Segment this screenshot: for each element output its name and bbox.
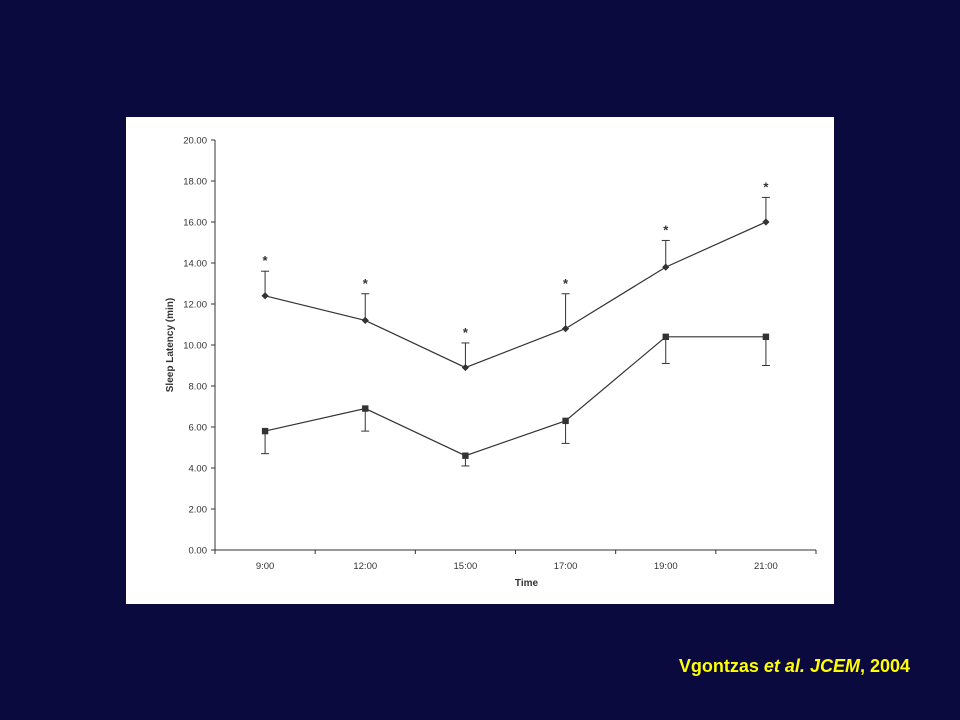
series-2-point	[762, 333, 770, 340]
y-tick-label: 6.00	[189, 423, 208, 434]
x-tick-label: 15:00	[454, 561, 478, 572]
citation-etal: et al.	[763, 656, 810, 676]
series-1-annotation: *	[363, 276, 369, 291]
series-1-point	[762, 218, 770, 226]
series-1-annotation: *	[463, 325, 469, 340]
series-2-line	[264, 336, 766, 457]
series-2-point	[662, 333, 669, 340]
series-1-point	[461, 363, 470, 372]
series-1-point	[361, 316, 369, 324]
y-tick-label: 16.00	[183, 218, 207, 229]
y-tick-label: 4.00	[189, 464, 208, 475]
series-2-point	[362, 405, 369, 412]
series-1-point	[561, 325, 570, 333]
series-2-point	[261, 427, 269, 435]
figure-panel: 0.00 2.00 4.00 6.00 8.00 10.00 12.00 14.00 16.00…	[126, 117, 834, 604]
y-tick-label: 14.00	[183, 259, 207, 270]
series-1-point	[662, 263, 670, 271]
y-tick-label: 2.00	[189, 505, 208, 516]
x-tick-label: 9:00	[256, 561, 274, 572]
series-1-annotation: *	[663, 222, 669, 237]
citation-year: , 2004	[859, 656, 910, 676]
citation-author: Vgontzas	[678, 656, 764, 676]
x-tick-label: 19:00	[654, 561, 678, 572]
y-tick-label: 20.00	[183, 136, 207, 147]
y-axis-label: Sleep Latency (min)	[165, 298, 176, 392]
y-tick-label: 10.00	[183, 341, 207, 352]
y-tick-label: 12.00	[183, 300, 207, 311]
x-tick-label: 21:00	[754, 561, 778, 572]
sleep-latency-chart: 0.00 2.00 4.00 6.00 8.00 10.00 12.00 14.00 16.00…	[165, 136, 817, 589]
series-2-point	[462, 452, 469, 459]
y-tick-label: 18.00	[183, 177, 207, 188]
series-1-annotation: *	[263, 253, 269, 268]
series-1-line	[264, 221, 767, 369]
x-tick-label: 17:00	[554, 561, 578, 572]
citation-journal: JCEM	[809, 656, 860, 676]
y-tick-label: 8.00	[189, 382, 208, 393]
series-1-annotation: *	[563, 276, 569, 291]
citation: Vgontzas et al. JCEM, 2004	[679, 656, 910, 677]
y-tick-label: 0.00	[189, 546, 208, 557]
x-axis-label: Time	[515, 578, 539, 589]
series-1-annotation: *	[763, 179, 769, 194]
series-2-point	[562, 417, 569, 425]
series-1-point	[261, 292, 269, 300]
x-tick-label: 12:00	[353, 561, 377, 572]
